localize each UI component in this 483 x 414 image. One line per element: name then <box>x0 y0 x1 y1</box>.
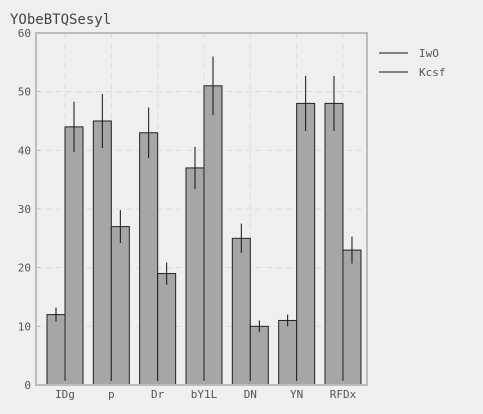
bar-IwO-bY1L <box>185 167 205 386</box>
y-axis: 0 10 20 30 40 50 60 <box>18 27 40 392</box>
y-tick-label: 10 <box>18 320 31 333</box>
legend-label-IwO: IwO <box>419 47 439 60</box>
legend: IwO Kcsf <box>379 47 446 79</box>
bar-Kcsf-bY1L <box>203 85 223 386</box>
y-tick-label: 50 <box>18 86 31 99</box>
x-tick-label: DN <box>244 388 257 401</box>
legend-label-Kcsf: Kcsf <box>419 66 446 79</box>
bar-Kcsf-RFDx <box>342 249 362 386</box>
bars <box>46 85 362 386</box>
bar-Kcsf-DN <box>249 325 269 386</box>
x-axis: IDg p Dr bY1L DN YN RFDx <box>55 381 357 401</box>
y-tick-label: 30 <box>18 203 31 216</box>
y-tick-label: 20 <box>18 262 31 275</box>
x-tick-label: bY1L <box>191 388 218 401</box>
bar-Kcsf-IDg <box>64 126 84 386</box>
bar-IwO-IDg <box>46 314 66 386</box>
y-tick-label: 60 <box>18 27 31 40</box>
y-tick-label: 40 <box>18 144 31 157</box>
bar-IwO-YN <box>278 319 298 386</box>
bar-IwO-DN <box>231 237 251 386</box>
bar-IwO-p <box>92 120 112 386</box>
chart-title: YObeBTQSesyl <box>10 12 111 28</box>
y-tick-label: 0 <box>24 379 31 392</box>
bar-IwO-RFDx <box>324 102 344 386</box>
error-bars <box>55 56 353 333</box>
x-tick-label: Dr <box>151 388 165 401</box>
x-tick-label: YN <box>290 388 303 401</box>
bar-Kcsf-Dr <box>157 273 177 386</box>
x-tick-label: RFDx <box>330 388 357 401</box>
x-tick-label: p <box>108 388 115 401</box>
bar-IwO-Dr <box>139 132 159 386</box>
bar-Kcsf-YN <box>296 102 316 386</box>
x-tick-label: IDg <box>55 388 75 401</box>
bar-Kcsf-p <box>110 226 130 386</box>
